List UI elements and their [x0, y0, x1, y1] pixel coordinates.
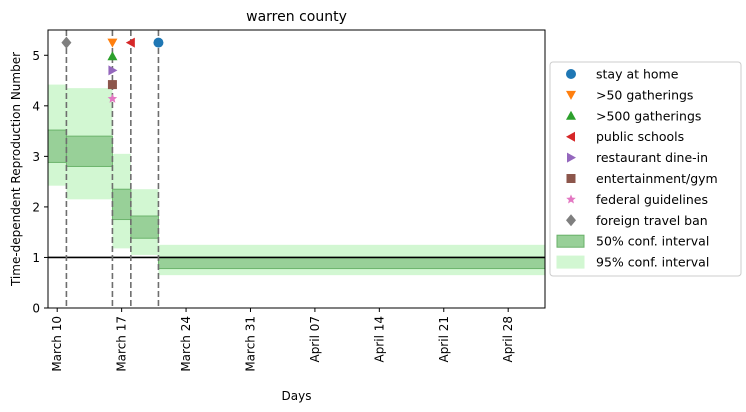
x-tick-label: April 07 [308, 316, 322, 363]
y-tick-label: 1 [32, 251, 40, 265]
chart-title: warren county [246, 9, 347, 25]
legend-marker [566, 194, 576, 204]
ci95-bands [48, 84, 545, 276]
ci50-band [157, 256, 546, 270]
y-tick-label: 4 [32, 99, 40, 113]
legend-label: federal guidelines [596, 192, 708, 207]
legend-label: 50% conf. interval [596, 234, 709, 249]
x-tick-label: March 24 [179, 316, 193, 372]
intervention-lines [65, 30, 160, 308]
y-tick-label: 3 [32, 150, 40, 164]
legend-label: stay at home [596, 67, 679, 82]
legend-swatch [556, 234, 585, 248]
legend-marker [566, 214, 576, 227]
intervention-marker [107, 38, 118, 48]
intervention-marker [107, 93, 118, 103]
intervention-marker [107, 51, 118, 61]
ci50-band [65, 135, 113, 167]
intervention-marker [108, 65, 118, 76]
legend-label: foreign travel ban [596, 213, 708, 228]
y-tick-label: 5 [32, 49, 40, 63]
legend-swatch [556, 255, 585, 269]
legend-marker [567, 152, 576, 163]
y-axis-ticks: 0 1 2 3 4 5 [32, 49, 48, 316]
x-tick-label: April 14 [372, 316, 386, 363]
legend-label: >50 gatherings [596, 87, 693, 102]
x-tick-label: April 28 [501, 316, 515, 363]
intervention-markers [61, 36, 164, 103]
legend-marker [566, 69, 576, 79]
y-tick-label: 0 [32, 302, 40, 316]
y-axis-label: Time-dependent Reproduction Number [9, 52, 23, 287]
legend-label: >500 gatherings [596, 108, 701, 123]
ci50-band [47, 129, 67, 163]
x-tick-label: March 10 [50, 316, 64, 372]
legend-box [549, 61, 742, 277]
ci50-band [130, 215, 159, 239]
legend-label: restaurant dine-in [596, 150, 708, 165]
x-tick-label: March 31 [243, 316, 257, 372]
x-axis-label: Days [282, 389, 312, 403]
legend-marker [566, 110, 576, 120]
intervention-marker [125, 37, 135, 48]
intervention-marker [61, 36, 72, 49]
legend-label: entertainment/gym [596, 171, 718, 186]
plot-frame [47, 29, 546, 309]
x-tick-label: April 21 [437, 316, 451, 363]
legend-marker [566, 90, 576, 100]
ci50-band [111, 188, 132, 221]
x-tick-label: March 17 [115, 316, 129, 372]
legend-marker [566, 131, 575, 142]
legend-label: public schools [596, 129, 684, 144]
intervention-marker [107, 80, 117, 90]
legend-marker [566, 174, 576, 183]
legend-label: 95% conf. interval [596, 255, 709, 270]
legend: stay at home >50 gatherings >500 gathering… [549, 61, 742, 277]
intervention-marker [153, 37, 164, 48]
y-tick-label: 2 [32, 200, 40, 214]
ci50-bands [47, 129, 546, 270]
x-axis-ticks: March 10 March 17 March 24 March 31 April 07… [50, 308, 515, 372]
